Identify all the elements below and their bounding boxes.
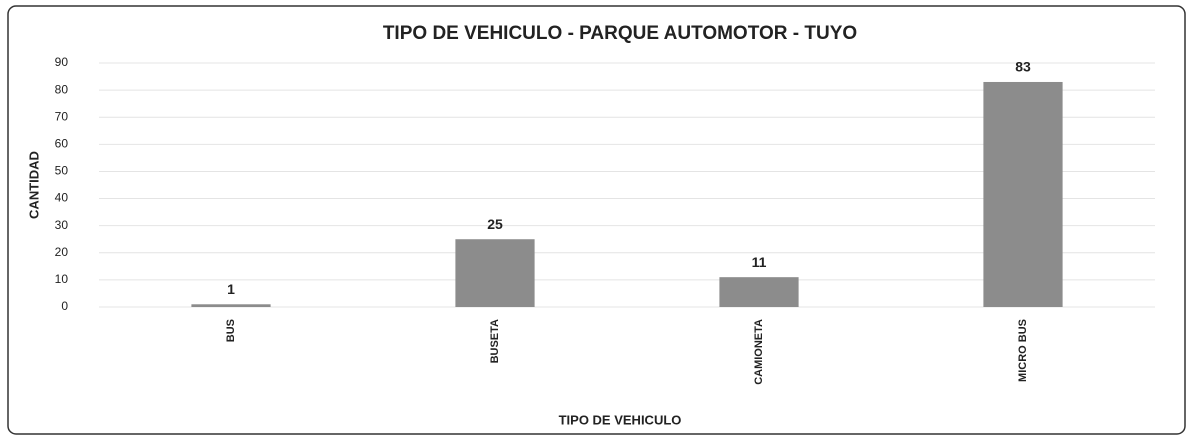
bar <box>191 304 271 307</box>
bar <box>983 81 1063 307</box>
y-tick-label: 10 <box>55 272 69 286</box>
x-tick-label: BUS <box>225 319 237 342</box>
data-label: 1 <box>227 281 235 297</box>
data-label: 11 <box>752 254 767 270</box>
data-label: 25 <box>487 216 503 232</box>
y-tick-label: 30 <box>55 218 69 232</box>
y-tick-label: 90 <box>55 55 69 69</box>
x-tick-label: CAMIONETA <box>753 319 765 385</box>
chart-frame <box>7 5 1186 435</box>
bar <box>719 277 799 307</box>
chart-title: TIPO DE VEHICULO - PARQUE AUTOMOTOR - TU… <box>383 23 857 44</box>
y-tick-label: 20 <box>55 245 69 259</box>
data-label: 83 <box>1015 59 1031 75</box>
x-tick-label: BUSETA <box>489 319 501 363</box>
x-axis-title: TIPO DE VEHICULO <box>559 412 682 427</box>
y-tick-label: 60 <box>55 137 69 151</box>
bar <box>455 239 535 307</box>
y-tick-label: 0 <box>61 299 68 313</box>
y-tick-label: 40 <box>55 191 69 205</box>
x-tick-label: MICRO BUS <box>1017 319 1029 382</box>
y-tick-label: 80 <box>55 82 69 96</box>
y-axis-title: CANTIDAD <box>26 151 41 219</box>
y-tick-label: 70 <box>55 109 69 123</box>
y-tick-label: 50 <box>55 164 69 178</box>
